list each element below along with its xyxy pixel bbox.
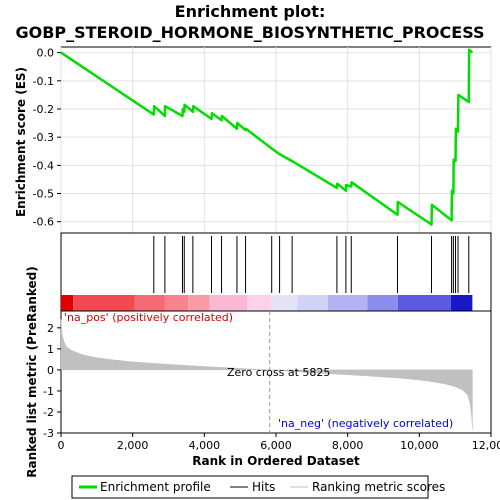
legend-ranking-label: Ranking metric scores <box>312 480 445 494</box>
rank-colorbar <box>61 295 473 311</box>
rank-y-axis-label: Ranked list metric (PreRanked) <box>25 266 39 478</box>
colorbar-segment <box>134 295 165 311</box>
rank-y-tick-label: -2 <box>43 406 54 419</box>
colorbar-segment <box>367 295 398 311</box>
chart-title-line1: Enrichment plot: <box>175 2 326 21</box>
es-y-tick-label: -0.1 <box>33 75 54 88</box>
x-tick-label: 4,000 <box>189 439 221 452</box>
chart-title-line2: GOBP_STEROID_HORMONE_BIOSYNTHETIC_PROCES… <box>15 23 484 42</box>
rank-y-tick-label: -3 <box>43 427 54 440</box>
zero-cross-label: Zero cross at 5825 <box>227 366 330 379</box>
rank-y-ticks: 2 1 0 -1 -2 -3 <box>43 322 61 440</box>
legend-hits-label: Hits <box>252 480 275 494</box>
hits-markers <box>153 236 470 293</box>
ranking-metric-area <box>60 319 473 429</box>
colorbar-segment <box>247 295 272 311</box>
x-tick-label: 6,000 <box>260 439 292 452</box>
colorbar-segment <box>450 295 473 311</box>
es-y-ticks: 0.0 -0.1 -0.2 -0.3 -0.4 -0.5 -0.6 <box>33 47 61 229</box>
colorbar-segment <box>327 295 368 311</box>
es-y-tick-label: 0.0 <box>37 47 55 60</box>
colorbar-segment <box>73 295 135 311</box>
es-y-tick-label: -0.5 <box>33 188 54 201</box>
x-tick-label: 0 <box>58 439 65 452</box>
colorbar-segment <box>188 295 210 311</box>
positive-correlation-label: 'na_pos' (positively correlated) <box>64 311 233 324</box>
colorbar-segment <box>61 295 74 311</box>
colorbar-segment <box>297 295 328 311</box>
es-y-tick-label: -0.3 <box>33 131 54 144</box>
x-tick-label: 12,000 <box>472 439 500 452</box>
colorbar-segment <box>271 295 298 311</box>
rank-y-tick-label: 1 <box>47 343 54 356</box>
x-tick-label: 8,000 <box>332 439 364 452</box>
colorbar-segment <box>209 295 248 311</box>
enrichment-profile-polyline <box>60 48 474 226</box>
legend-box <box>71 475 429 499</box>
rank-y-tick-label: -1 <box>43 385 54 398</box>
rank-y-tick-label: 0 <box>47 364 54 377</box>
es-y-tick-label: -0.4 <box>33 159 54 172</box>
enrichment-profile-line <box>60 48 474 226</box>
x-axis-ticks: 0 2,000 4,000 6,000 8,000 10,000 12,000 <box>58 433 500 452</box>
x-axis-label: Rank in Ordered Dataset <box>192 454 360 468</box>
rank-y-tick-label: 2 <box>47 322 54 335</box>
es-y-tick-label: -0.6 <box>33 216 54 229</box>
legend-enrichment-label: Enrichment profile <box>100 480 211 494</box>
colorbar-segment <box>397 295 451 311</box>
es-y-tick-label: -0.2 <box>33 103 54 116</box>
x-tick-label: 2,000 <box>117 439 149 452</box>
es-y-axis-label: Enrichment score (ES) <box>14 67 28 217</box>
ranking-metric-path <box>60 319 473 429</box>
negative-correlation-label: 'na_neg' (negatively correlated) <box>278 417 453 430</box>
x-tick-label: 10,000 <box>400 439 439 452</box>
colorbar-segment <box>164 295 189 311</box>
es-gridlines <box>60 47 492 233</box>
